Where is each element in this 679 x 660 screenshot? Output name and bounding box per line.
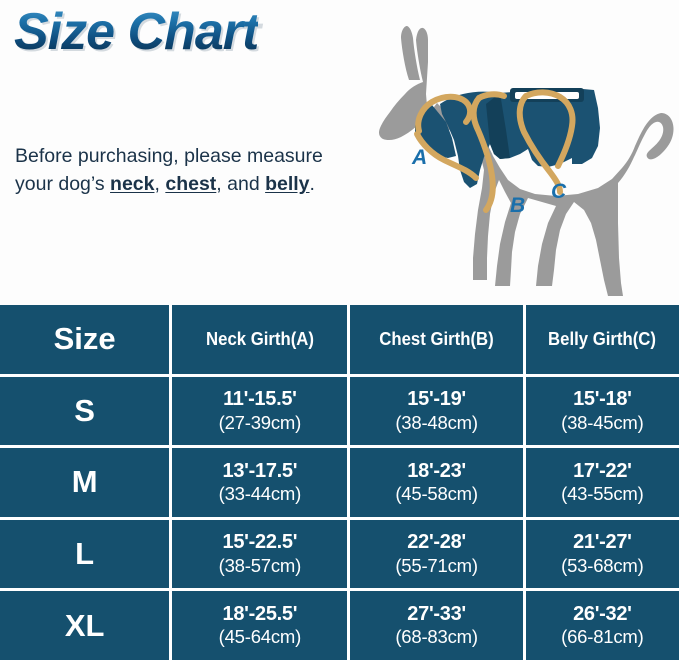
belly-cm: (38-45cm) <box>561 411 644 433</box>
size-label: M <box>71 464 98 500</box>
belly-cm: (43-55cm) <box>561 483 644 505</box>
belly-inches: 26'-32' <box>573 602 632 625</box>
cell-size: S <box>0 376 170 446</box>
neck-cm: (27-39cm) <box>218 411 302 433</box>
cell-belly: 15'-18' (38-45cm) <box>525 376 679 446</box>
neck-inches: 13'-17.5' <box>222 459 298 482</box>
column-header-neck: Neck Girth(A) <box>172 305 348 374</box>
size-label: XL <box>64 607 105 643</box>
cell-belly: 17'-22' (43-55cm) <box>525 448 679 517</box>
column-header-neck-label: Neck Girth(A) <box>205 328 314 349</box>
cell-chest: 18'-23' (45-58cm) <box>350 448 523 517</box>
term-belly: belly <box>265 173 310 196</box>
table-row: M 13'-17.5' (33-44cm) 18'-23' (45-58cm) … <box>0 448 679 517</box>
size-chart-table: Size Neck Girth(A) Chest Girth(B) Belly … <box>0 305 679 660</box>
chest-inches: 18'-23' <box>407 459 466 482</box>
cell-belly: 26'-32' (66-81cm) <box>525 591 679 660</box>
cell-size: XL <box>0 591 170 660</box>
table-row: L 15'-22.5' (38-57cm) 22'-28' (55-71cm) … <box>0 519 679 589</box>
belly-inches: 21'-27' <box>573 531 632 554</box>
instruction-end: . <box>309 173 315 196</box>
header-section: Size Chart Size Chart Before purchasing,… <box>0 0 679 305</box>
measure-straps-icon <box>414 89 576 213</box>
column-header-chest-label: Chest Girth(B) <box>379 328 494 349</box>
cell-neck: 18'-25.5' (45-64cm) <box>172 591 348 660</box>
chest-cm: (45-58cm) <box>395 483 478 505</box>
chest-inches: 27'-33' <box>407 602 466 625</box>
dog-silhouette-icon <box>379 26 674 296</box>
chest-cm: (55-71cm) <box>395 554 478 576</box>
page-title: Size Chart <box>14 3 259 61</box>
sep-2: , and <box>216 173 266 196</box>
sep-1: , <box>154 173 166 196</box>
cell-belly: 21'-27' (53-68cm) <box>525 519 679 589</box>
term-chest: chest <box>165 173 217 196</box>
dog-harness-diagram <box>360 18 679 308</box>
neck-cm: (45-64cm) <box>218 626 302 648</box>
term-neck: neck <box>110 173 155 196</box>
cell-chest: 15'-19' (38-48cm) <box>350 376 523 446</box>
page-title-shadow: Size Chart <box>16 8 261 60</box>
cell-neck: 15'-22.5' (38-57cm) <box>172 519 348 589</box>
cell-chest: 22'-28' (55-71cm) <box>350 519 523 589</box>
chest-inches: 22'-28' <box>407 531 466 554</box>
diagram-label-b: B <box>510 194 526 217</box>
instruction-text: Before purchasing, please measure your d… <box>15 142 345 199</box>
chest-cm: (38-48cm) <box>395 411 478 433</box>
column-header-size-label: Size <box>53 321 116 357</box>
diagram-label-a: A <box>412 146 428 169</box>
belly-inches: 15'-18' <box>573 388 632 411</box>
cell-neck: 11'-15.5' (27-39cm) <box>172 376 348 446</box>
neck-cm: (33-44cm) <box>218 483 302 505</box>
cell-size: L <box>0 519 170 589</box>
neck-inches: 18'-25.5' <box>222 602 298 625</box>
belly-cm: (66-81cm) <box>561 626 644 648</box>
column-header-belly-label: Belly Girth(C) <box>548 328 657 349</box>
size-label: L <box>75 536 95 572</box>
chest-inches: 15'-19' <box>407 388 466 411</box>
column-header-belly: Belly Girth(C) <box>525 305 679 374</box>
instruction-lead: Before purchasing, please measure your d… <box>15 145 323 196</box>
diagram-label-c: C <box>551 180 567 203</box>
size-label: S <box>74 392 95 428</box>
table-header-row: Size Neck Girth(A) Chest Girth(B) Belly … <box>0 305 679 374</box>
cell-size: M <box>0 448 170 517</box>
neck-inches: 11'-15.5' <box>223 388 297 411</box>
column-header-size: Size <box>0 305 170 374</box>
table-row: XL 18'-25.5' (45-64cm) 27'-33' (68-83cm)… <box>0 591 679 660</box>
belly-cm: (53-68cm) <box>561 554 644 576</box>
neck-inches: 15'-22.5' <box>222 531 298 554</box>
neck-cm: (38-57cm) <box>218 554 302 576</box>
table-row: S 11'-15.5' (27-39cm) 15'-19' (38-48cm) … <box>0 376 679 446</box>
cell-chest: 27'-33' (68-83cm) <box>350 591 523 660</box>
chest-cm: (68-83cm) <box>395 626 478 648</box>
column-header-chest: Chest Girth(B) <box>350 305 523 374</box>
cell-neck: 13'-17.5' (33-44cm) <box>172 448 348 517</box>
belly-inches: 17'-22' <box>573 459 632 482</box>
